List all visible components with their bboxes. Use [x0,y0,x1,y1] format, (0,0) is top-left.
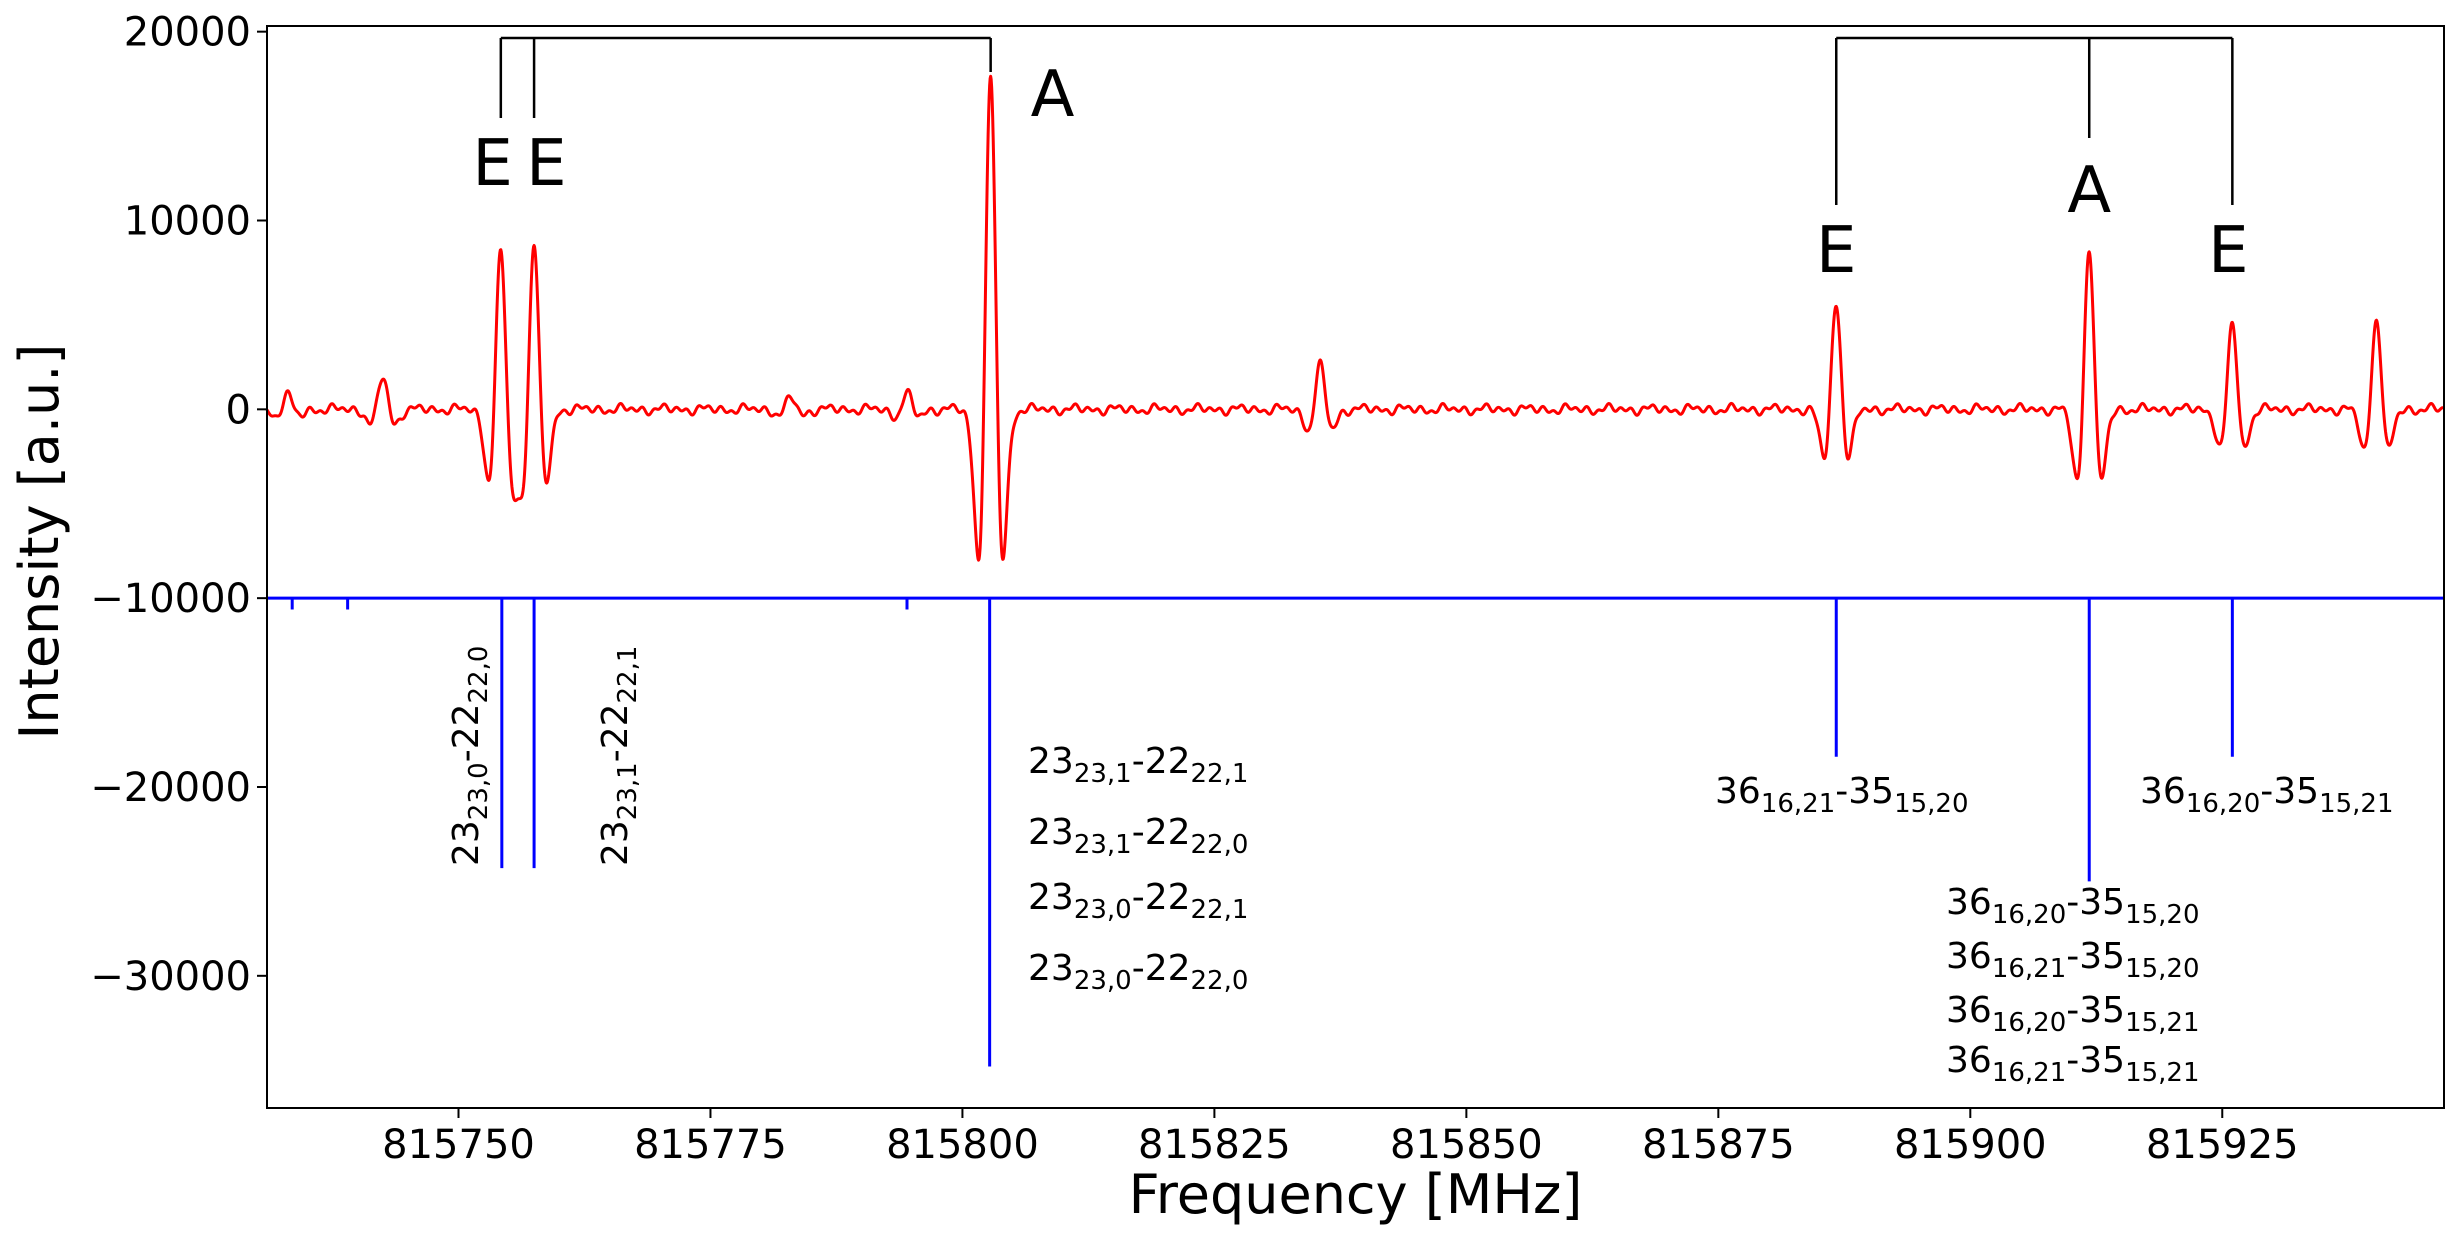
symmetry-label: E [526,127,566,201]
transition-label-subscript: 16,20 [1992,900,2066,930]
transition-label-subscript: 22,0 [1191,830,1249,860]
transition-label-subscript: 23,1 [1074,759,1132,789]
x-tick-label: 815850 [1390,1122,1543,1168]
y-tick-label: −20000 [90,765,251,811]
x-tick-label: 815925 [2146,1122,2299,1168]
y-tick-label: 20000 [124,10,251,56]
transition-label: 3616,21-3515,20 [1946,936,2200,984]
transition-label: 2323,1-2222,1 [1028,741,1248,789]
transition-label-part: 23 [1028,741,1074,782]
transition-label: 3616,20-3515,21 [1946,990,2200,1038]
symmetry-label: E [1816,214,1856,288]
transition-label: 2323,1-2222,0 [1028,812,1248,860]
transition-label-part: -22 [595,703,636,762]
x-tick-label: 815800 [886,1122,1039,1168]
transition-label-part: -22 [1132,948,1191,989]
transition-label: 3616,20-3515,20 [1946,882,2200,930]
transition-label: 2323,0-2222,0 [446,646,494,866]
transition-label-part: 36 [1715,771,1761,812]
transition-label-subscript: 23,0 [1074,895,1132,925]
transition-label-subscript: 16,20 [2186,789,2260,819]
transition-label-part: 23 [1028,877,1074,918]
x-tick-label: 815750 [382,1122,535,1168]
symmetry-label: E [2208,214,2248,288]
transition-label-subscript: 16,20 [1992,1008,2066,1038]
transition-label-subscript: 22,1 [613,646,643,704]
transition-label-subscript: 15,21 [2319,789,2393,819]
transition-label-part: 23 [1028,948,1074,989]
transition-label: 2323,1-2222,1 [595,646,643,866]
transition-label-subscript: 23,1 [613,762,643,820]
transition-label-subscript: 23,1 [1074,830,1132,860]
transition-label-part: 23 [446,820,487,866]
transition-label-subscript: 15,20 [1894,789,1968,819]
transition-label-part: 36 [1946,936,1992,977]
transition-label-part: 36 [1946,1040,1992,1081]
transition-label-subscript: 15,20 [2125,954,2199,984]
transition-label-subscript: 15,21 [2125,1058,2199,1088]
symmetry-label: A [2067,154,2111,228]
symmetry-label: A [1031,58,1075,132]
transition-label-part: -22 [446,703,487,762]
transition-label-part: -35 [2066,882,2125,923]
transition-label-subscript: 22,0 [464,646,494,704]
x-axis-title: Frequency [MHz] [1129,1163,1583,1226]
y-axis-title: Intensity [a.u.] [8,344,71,740]
transition-label-part: -35 [2260,771,2319,812]
transition-label-subscript: 16,21 [1992,1058,2066,1088]
transition-label: 3616,20-3515,21 [2140,771,2394,819]
transition-label-subscript: 23,0 [1074,966,1132,996]
transition-label-subscript: 15,21 [2125,1008,2199,1038]
transition-label: 2323,0-2222,1 [1028,877,1248,925]
transition-label-part: 36 [1946,882,1992,923]
transition-label-part: -22 [1132,877,1191,918]
transition-label-part: -35 [2066,936,2125,977]
plot-frame [266,25,2445,1109]
y-tick-label: 0 [226,387,251,433]
transition-label-subscript: 22,0 [1191,966,1249,996]
transition-label: 3616,21-3515,20 [1715,771,1969,819]
transition-label-subscript: 15,20 [2125,900,2199,930]
y-tick-label: 10000 [124,198,251,244]
transition-label-subscript: 23,0 [464,762,494,820]
transition-label-part: -22 [1132,812,1191,853]
transition-label-part: 36 [2140,771,2186,812]
transition-label-part: -35 [2066,1040,2125,1081]
spectrum-line [265,74,2445,562]
transition-label-part: 23 [1028,812,1074,853]
transition-label-part: -35 [1835,771,1894,812]
transition-label-part: 36 [1946,990,1992,1031]
transition-label-subscript: 16,21 [1992,954,2066,984]
transition-label-subscript: 22,1 [1191,895,1249,925]
transition-label: 2323,0-2222,0 [1028,948,1248,996]
x-tick-label: 815900 [1894,1122,2047,1168]
y-tick-label: −30000 [90,954,251,1000]
transition-label: 3616,21-3515,21 [1946,1040,2200,1088]
symmetry-label: E [472,127,512,201]
x-tick-label: 815775 [634,1122,787,1168]
y-tick-label: −10000 [90,576,251,622]
x-tick-label: 815875 [1642,1122,1795,1168]
transition-label-subscript: 22,1 [1191,759,1249,789]
transition-label-part: -35 [2066,990,2125,1031]
transition-label-part: 23 [595,820,636,866]
transition-label-part: -22 [1132,741,1191,782]
x-tick-label: 815825 [1138,1122,1291,1168]
transition-label-subscript: 16,21 [1761,789,1835,819]
